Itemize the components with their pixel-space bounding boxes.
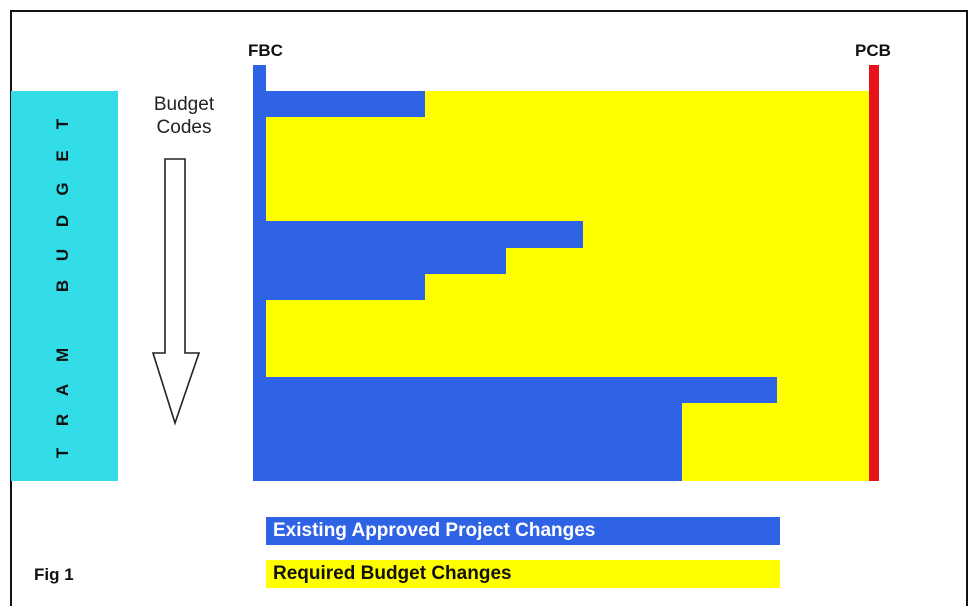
- side-letter: G: [53, 182, 72, 196]
- side-letter: A: [53, 383, 72, 397]
- down-arrow-icon: [151, 158, 201, 426]
- side-letter: E: [53, 150, 72, 162]
- figure-label: Fig 1: [34, 565, 74, 584]
- pcb-line: [869, 65, 879, 481]
- approved-change-row: [253, 273, 425, 300]
- legend-existing: Existing Approved Project Changes: [266, 517, 780, 545]
- approved-change-row: [253, 377, 777, 403]
- approved-change-row: [253, 91, 425, 117]
- approved-change-row: [253, 221, 583, 248]
- side-letter: D: [53, 214, 72, 228]
- fbc-label: FBC: [248, 41, 283, 60]
- side-letter: T: [53, 447, 72, 459]
- side-letter: B: [53, 279, 72, 293]
- budget-codes-label: Budget Codes: [153, 94, 215, 138]
- legend-required: Required Budget Changes: [266, 560, 780, 588]
- tram-budget-bar: [11, 91, 118, 481]
- approved-change-row: [253, 402, 682, 481]
- pcb-label: PCB: [855, 41, 891, 60]
- side-letter: R: [53, 413, 72, 427]
- side-letter: M: [53, 347, 72, 362]
- side-letter: U: [53, 248, 72, 262]
- approved-change-row: [253, 247, 506, 274]
- side-letter: T: [53, 118, 72, 130]
